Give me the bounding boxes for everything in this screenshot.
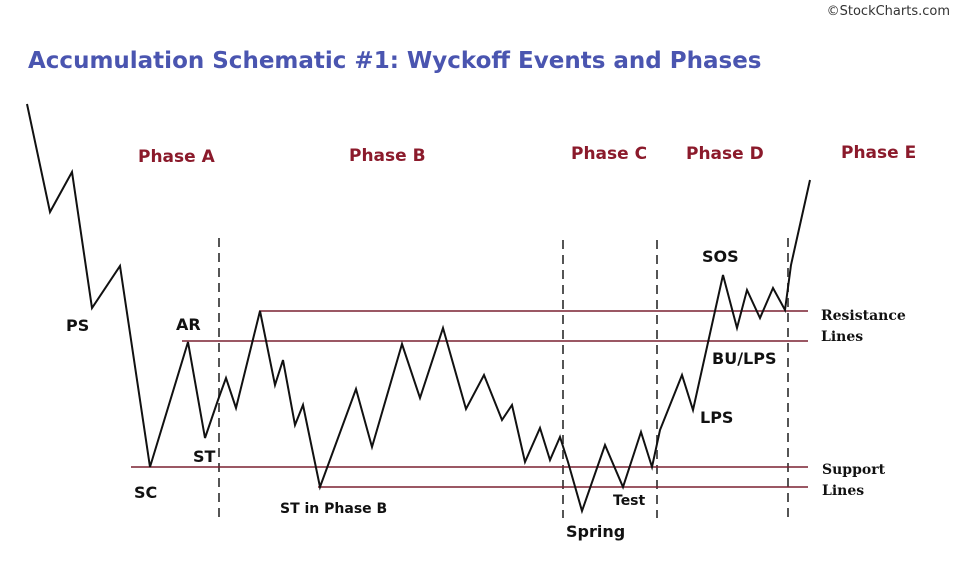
event-label-ar: AR: [176, 315, 201, 334]
resistance-lines-label-1: Resistance: [821, 308, 906, 324]
diagram-title: Accumulation Schematic #1: Wyckoff Event…: [28, 48, 762, 74]
event-label-spring: Spring: [566, 522, 625, 541]
event-label-ps: PS: [66, 316, 89, 335]
phase-label-b: Phase B: [349, 146, 426, 166]
phase-label-e: Phase E: [841, 143, 916, 163]
event-label-sc: SC: [134, 483, 157, 502]
resistance-lines-label-2: Lines: [821, 329, 863, 345]
phase-label-a: Phase A: [138, 147, 216, 167]
event-label-st-in-phase-b: ST in Phase B: [280, 501, 387, 517]
event-label-bu-lps: BU/LPS: [712, 349, 776, 368]
event-label-test: Test: [613, 493, 646, 509]
price-path: [26, 103, 811, 515]
event-label-st: ST: [193, 447, 216, 466]
phase-label-d: Phase D: [686, 144, 764, 164]
phase-label-c: Phase C: [571, 144, 647, 164]
support-lines-label-2: Lines: [822, 483, 864, 499]
stockcharts-watermark: ©StockCharts.com: [826, 4, 950, 19]
support-lines-label-1: Support: [822, 462, 886, 478]
event-label-lps: LPS: [700, 408, 733, 427]
event-label-sos: SOS: [702, 247, 739, 266]
